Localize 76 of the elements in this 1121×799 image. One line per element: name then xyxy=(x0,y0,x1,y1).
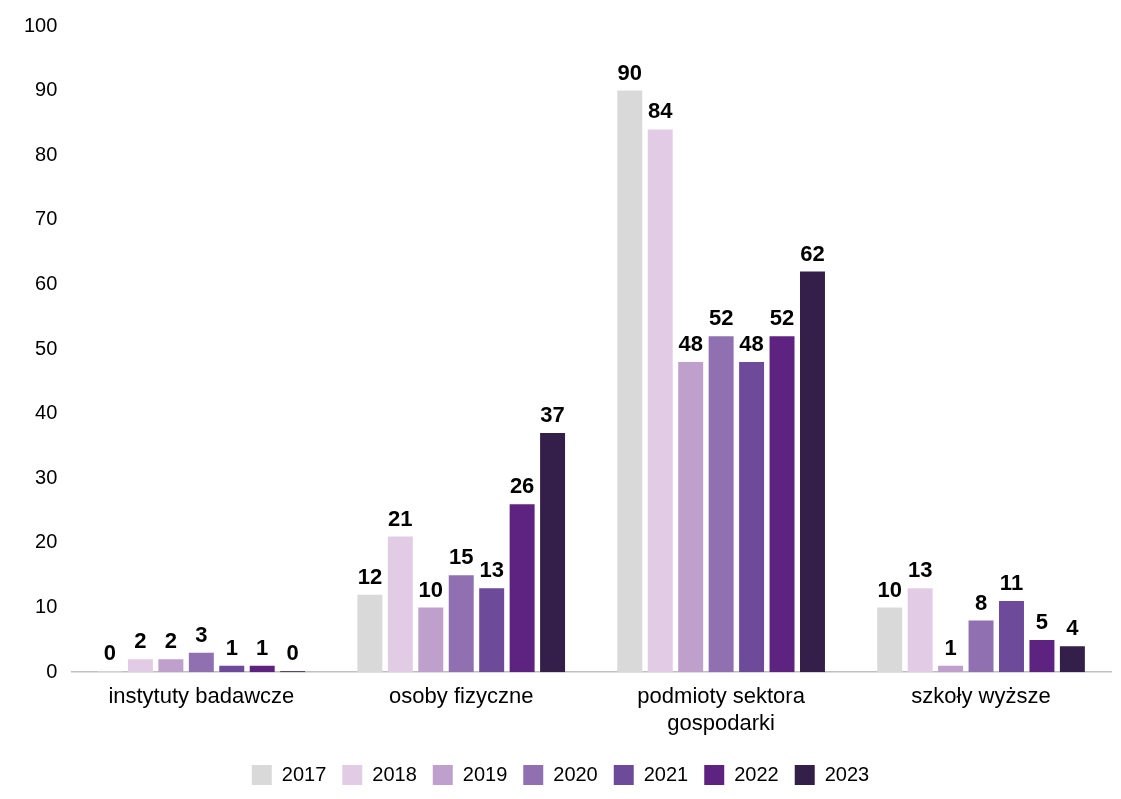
bar xyxy=(739,362,765,673)
data-label: 3 xyxy=(195,621,208,647)
data-label: 5 xyxy=(1035,608,1049,634)
data-label: 48 xyxy=(739,331,764,357)
y-tick-label: 80 xyxy=(35,142,58,165)
data-label: 1 xyxy=(944,634,957,660)
bar xyxy=(877,607,903,673)
bar xyxy=(479,588,505,673)
x-tick-label: osoby fizyczne xyxy=(389,683,534,709)
bar xyxy=(448,575,474,673)
bar xyxy=(219,665,245,673)
data-label: 13 xyxy=(907,557,933,583)
bar xyxy=(387,536,413,673)
data-label: 12 xyxy=(357,563,383,589)
data-label: 10 xyxy=(418,576,444,602)
bar xyxy=(769,336,795,673)
y-tick-label: 60 xyxy=(35,272,58,294)
bar xyxy=(799,271,825,673)
bar xyxy=(999,601,1024,673)
data-label: 2 xyxy=(164,628,177,654)
x-tick-label: szkoły wyższe xyxy=(911,683,1051,709)
bar xyxy=(188,652,214,673)
legend-label: 2023 xyxy=(824,762,870,785)
data-label: 21 xyxy=(388,505,413,531)
x-tick-label: podmioty sektora gospodarki xyxy=(637,683,806,735)
y-tick-label: 50 xyxy=(35,336,58,359)
data-label: 13 xyxy=(479,557,504,583)
bar xyxy=(678,362,704,673)
bar xyxy=(617,90,643,673)
data-label: 0 xyxy=(103,640,117,666)
data-label: 0 xyxy=(286,640,299,666)
bar xyxy=(249,665,275,673)
bar xyxy=(708,336,734,673)
data-label: 62 xyxy=(800,240,825,266)
data-label: 4 xyxy=(1066,615,1080,641)
data-label: 1 xyxy=(256,634,269,660)
bar xyxy=(1059,646,1085,673)
y-tick-label: 100 xyxy=(23,13,58,36)
legend-label: 2020 xyxy=(553,762,598,785)
y-tick-label: 70 xyxy=(35,207,58,230)
bar xyxy=(357,594,383,673)
y-tick-label: 30 xyxy=(35,465,58,488)
data-label: 26 xyxy=(509,473,535,499)
y-tick-label: 20 xyxy=(35,530,58,553)
bar xyxy=(907,588,933,673)
legend-label: 2017 xyxy=(281,762,327,785)
data-label: 48 xyxy=(678,331,703,357)
data-label: 84 xyxy=(648,98,674,124)
data-label: 90 xyxy=(617,59,643,85)
data-label: 10 xyxy=(877,576,902,602)
x-tick-label: instytuty badawcze xyxy=(108,683,295,709)
data-label: 52 xyxy=(708,305,734,331)
bar xyxy=(127,659,153,673)
data-label: 37 xyxy=(540,402,565,428)
data-label: 8 xyxy=(974,589,988,615)
bar xyxy=(968,620,994,673)
data-label: 11 xyxy=(999,570,1024,596)
legend-label: 2019 xyxy=(462,762,508,785)
y-tick-label: 90 xyxy=(35,78,58,101)
bar xyxy=(540,433,566,673)
bar xyxy=(158,659,184,673)
y-tick-label: 10 xyxy=(35,595,58,618)
bar xyxy=(509,504,535,673)
legend-label: 2018 xyxy=(372,762,417,785)
y-tick-label: 40 xyxy=(35,401,58,424)
y-tick-label: 0 xyxy=(46,659,58,682)
data-label: 15 xyxy=(448,544,474,570)
bar xyxy=(647,129,673,673)
data-label: 2 xyxy=(134,628,147,654)
bar xyxy=(418,607,444,673)
legend-label: 2022 xyxy=(734,762,779,785)
data-label: 1 xyxy=(225,634,238,660)
bar xyxy=(938,665,964,673)
legend-label: 2021 xyxy=(643,762,689,785)
bar xyxy=(1029,639,1055,673)
data-label: 52 xyxy=(769,305,795,331)
